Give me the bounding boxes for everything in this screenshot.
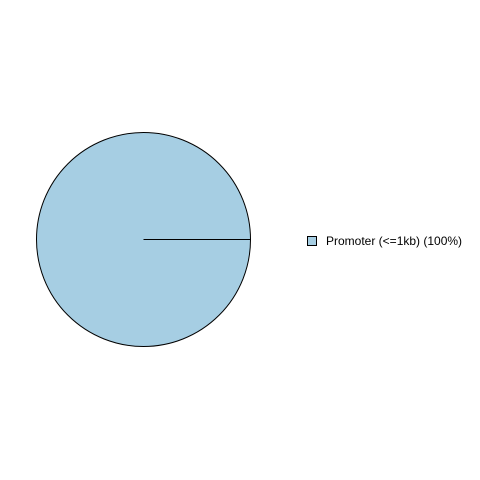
legend-label-0: Promoter (<=1kb) (100%) [326, 234, 462, 248]
legend-swatch-0 [307, 236, 317, 246]
pie-slices [36, 132, 251, 347]
legend: Promoter (<=1kb) (100%) [307, 234, 462, 248]
